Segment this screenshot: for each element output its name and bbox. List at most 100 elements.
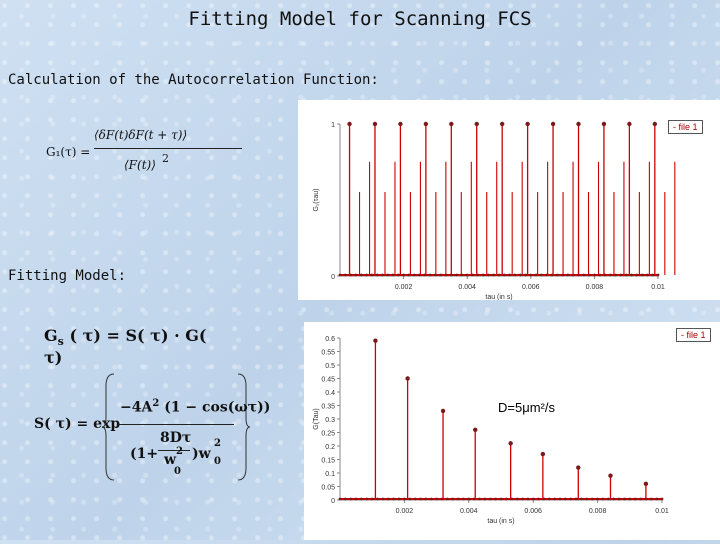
baseline-marker — [651, 273, 655, 277]
baseline-marker — [487, 273, 490, 277]
peak-point — [576, 121, 581, 127]
baseline-marker — [614, 273, 617, 277]
baseline-marker — [455, 273, 458, 277]
baseline-marker — [515, 497, 519, 501]
baseline-marker — [338, 273, 342, 277]
baseline-marker — [644, 497, 648, 501]
gs-symbol: G — [44, 326, 58, 345]
y-tick-label: 0.25 — [321, 431, 335, 438]
baseline-marker — [365, 497, 369, 501]
baseline-marker — [407, 273, 411, 277]
s-den-frac-den-sub: 0 — [174, 466, 181, 477]
baseline-marker — [492, 273, 496, 277]
s-den-frac-num: 8Dτ — [160, 430, 192, 446]
baseline-marker — [529, 273, 533, 277]
peak-point — [499, 121, 505, 127]
peak-point — [398, 121, 403, 127]
baseline-marker — [646, 273, 649, 277]
g1-denominator: ⟨F(t)⟩ — [124, 158, 156, 172]
y-tick-label: 0.15 — [321, 458, 335, 465]
baseline-marker — [439, 273, 443, 277]
acf-heading: Calculation of the Autocorrelation Funct… — [8, 72, 379, 88]
peak-point — [652, 121, 658, 127]
baseline-marker — [408, 497, 412, 501]
baseline-marker — [630, 273, 633, 277]
baseline-marker — [580, 497, 583, 501]
baseline-marker — [617, 497, 621, 501]
baseline-marker — [462, 497, 465, 501]
baseline-marker — [456, 497, 460, 501]
baseline-marker — [639, 497, 642, 501]
baseline-marker — [494, 497, 498, 501]
baseline-marker — [375, 273, 379, 277]
y-tick-label: 0.2 — [325, 444, 335, 451]
s-den-frac-den-exp: 2 — [176, 446, 183, 457]
baseline-marker — [660, 497, 664, 501]
baseline-marker — [593, 273, 596, 277]
baseline-marker — [537, 497, 540, 501]
baseline-marker — [402, 273, 405, 277]
peak-point — [473, 427, 478, 432]
x-tick-label: 0.002 — [396, 508, 414, 515]
g1-denominator-exponent: 2 — [162, 152, 169, 165]
y-tick-label: 0.5 — [325, 363, 335, 370]
baseline-marker — [524, 273, 527, 277]
baseline-marker — [338, 497, 342, 501]
baseline-marker — [531, 497, 535, 501]
peak-point — [525, 121, 530, 127]
baseline-marker — [481, 273, 485, 277]
baseline-marker — [497, 273, 501, 277]
x-tick-label: 0.006 — [524, 508, 542, 515]
s-num-post: (1 − cos(ωτ)) — [164, 399, 271, 416]
baseline-marker — [429, 497, 433, 501]
fit-heading: Fitting Model: — [8, 268, 127, 284]
baseline-marker — [624, 273, 628, 277]
baseline-marker — [354, 273, 358, 277]
baseline-marker — [419, 497, 422, 501]
y-tick-label: 0.6 — [325, 336, 335, 343]
g1-numerator: ⟨δF(t)δF(t + τ)⟩ — [94, 128, 188, 142]
slide-title: Fitting Model for Scanning FCS — [188, 8, 532, 30]
baseline-marker — [488, 497, 492, 501]
baseline-marker — [628, 497, 632, 501]
y-tick-label: 0.55 — [321, 350, 335, 357]
y-tick-label: 0.3 — [325, 417, 335, 424]
chart2-legend-label: - file 1 — [681, 330, 706, 340]
baseline-marker — [590, 497, 594, 501]
y-tick-label: 0.45 — [321, 377, 335, 384]
chart1-legend-label: - file 1 — [673, 122, 698, 132]
baseline-marker — [574, 497, 578, 501]
x-tick-label: 0.01 — [655, 508, 669, 515]
s-fraction-bar — [118, 424, 234, 425]
baseline-marker — [585, 497, 589, 501]
baseline-marker — [467, 497, 471, 501]
baseline-marker — [577, 273, 580, 277]
baseline-marker — [540, 273, 543, 277]
y-tick-label: 1 — [331, 122, 335, 129]
baseline-marker — [566, 273, 570, 277]
baseline-marker — [413, 497, 417, 501]
y-tick-label: 0.35 — [321, 404, 335, 411]
x-tick-label: 0.004 — [458, 284, 476, 291]
baseline-marker — [343, 273, 347, 277]
chart1-legend: - file 1 — [668, 120, 703, 134]
peak-point — [347, 121, 352, 127]
s-formula: S( τ) = exp −4A2 (1 − cos(ωτ)) (1+ 8Dτ w… — [34, 372, 270, 482]
y-axis-label: G₁(τau) — [313, 188, 320, 211]
peak-point — [540, 451, 546, 457]
y-tick-label: 0 — [331, 498, 335, 505]
baseline-marker — [435, 497, 438, 501]
gs-rest: ( τ) = S( τ) · G( τ) — [44, 326, 207, 368]
s-brace — [102, 373, 115, 481]
peak-point — [372, 121, 378, 127]
baseline-marker — [465, 273, 469, 277]
baseline-marker — [386, 497, 390, 501]
baseline-marker — [359, 273, 363, 277]
baseline-marker — [534, 273, 538, 277]
baseline-marker — [370, 273, 374, 277]
s-den-frac-den: w — [164, 452, 177, 468]
peak-point — [601, 121, 607, 127]
peak-point — [627, 121, 632, 127]
baseline-marker — [391, 273, 395, 277]
x-axis-label: tau (in s) — [485, 294, 512, 300]
